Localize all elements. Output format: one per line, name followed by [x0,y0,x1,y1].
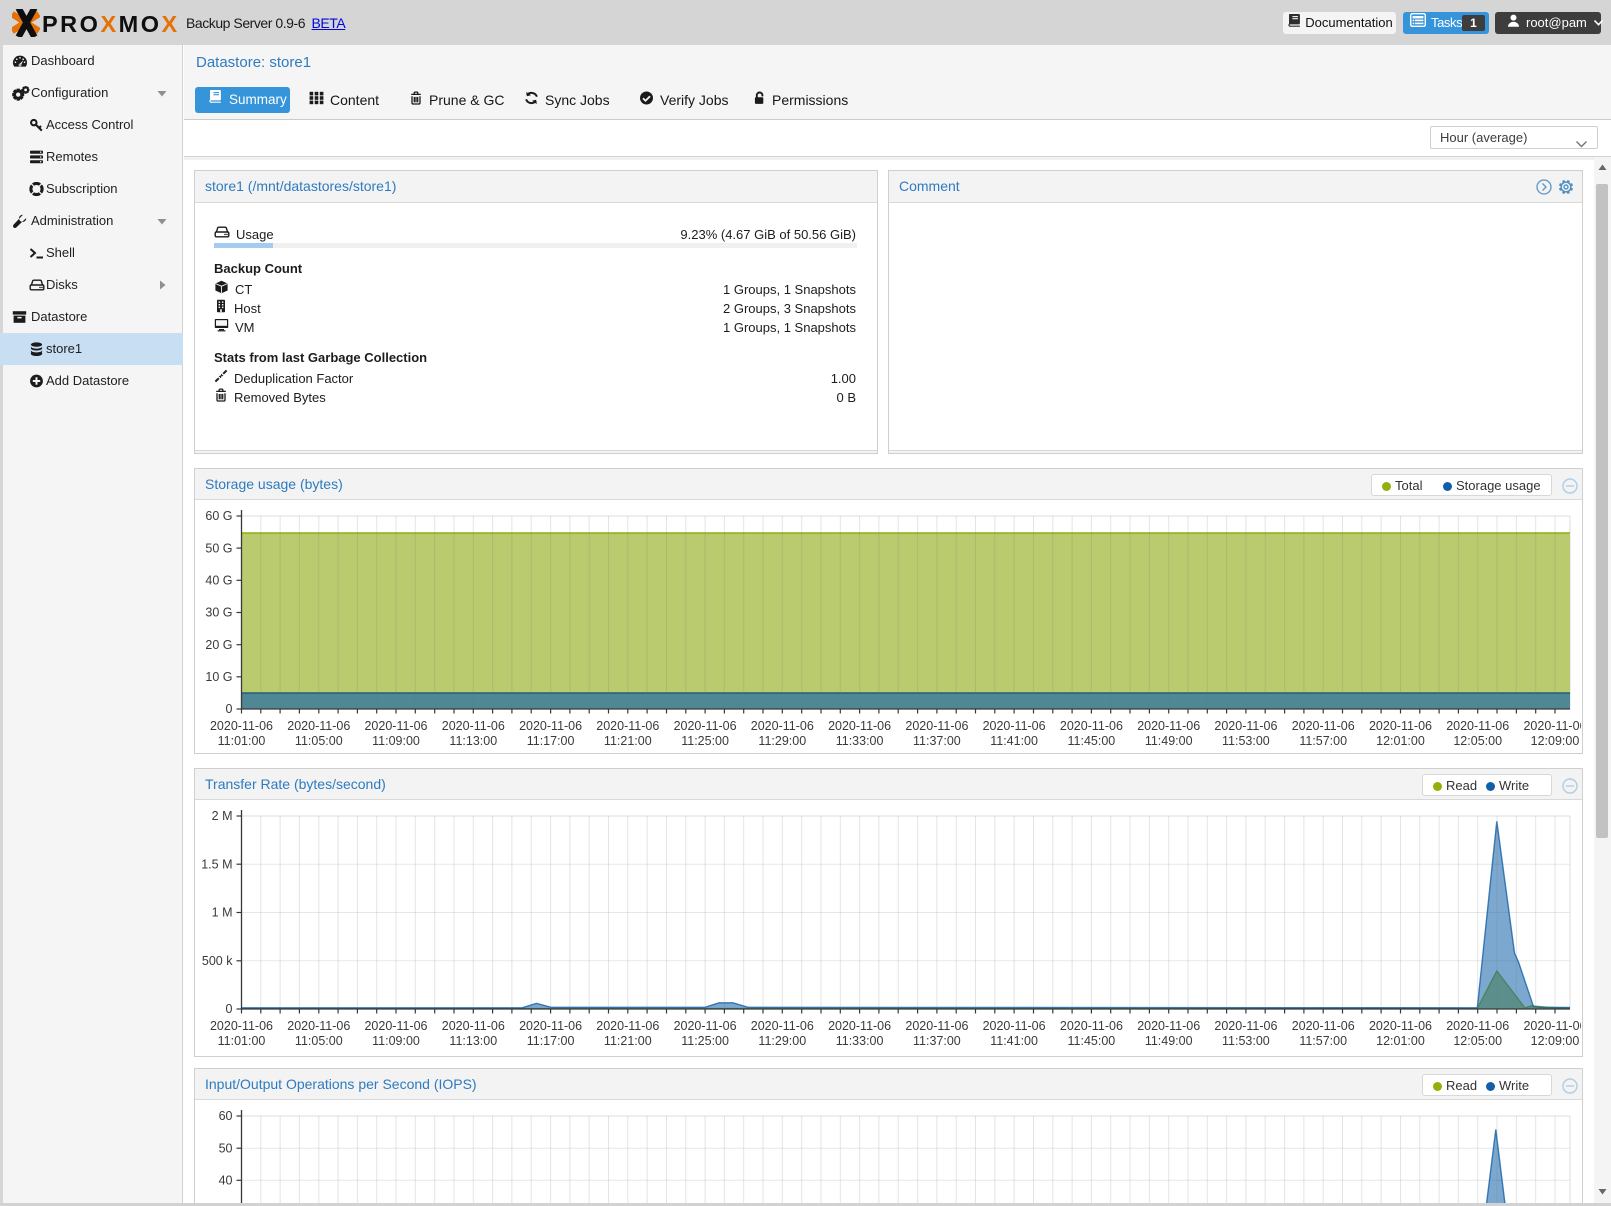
svg-text:500 k: 500 k [202,954,233,968]
svg-text:2020-11-06: 2020-11-06 [1523,1019,1581,1033]
svg-text:11:53:00: 11:53:00 [1222,734,1270,748]
svg-text:12:01:00: 12:01:00 [1376,734,1425,748]
svg-text:12:01:00: 12:01:00 [1376,1034,1425,1048]
svg-text:11:17:00: 11:17:00 [527,734,575,748]
svg-text:2020-11-06: 2020-11-06 [983,1019,1046,1033]
svg-text:11:01:00: 11:01:00 [218,734,266,748]
svg-text:2020-11-06: 2020-11-06 [1292,1019,1355,1033]
svg-text:11:01:00: 11:01:00 [218,1034,266,1048]
svg-text:11:25:00: 11:25:00 [681,1034,729,1048]
svg-text:11:29:00: 11:29:00 [758,734,806,748]
svg-text:0: 0 [226,702,233,716]
svg-text:11:37:00: 11:37:00 [913,734,961,748]
svg-text:50: 50 [219,1141,233,1155]
svg-text:11:21:00: 11:21:00 [604,734,652,748]
svg-text:2020-11-06: 2020-11-06 [1214,719,1277,733]
svg-text:2020-11-06: 2020-11-06 [1292,719,1355,733]
svg-text:11:41:00: 11:41:00 [990,1034,1038,1048]
svg-text:2020-11-06: 2020-11-06 [905,719,968,733]
svg-text:2020-11-06: 2020-11-06 [751,719,814,733]
svg-text:2020-11-06: 2020-11-06 [1369,719,1432,733]
svg-text:60 G: 60 G [205,509,232,523]
svg-text:2020-11-06: 2020-11-06 [1137,719,1200,733]
svg-text:2020-11-06: 2020-11-06 [1523,719,1581,733]
svg-text:11:53:00: 11:53:00 [1222,1034,1270,1048]
svg-text:12:05:00: 12:05:00 [1453,734,1502,748]
svg-text:11:17:00: 11:17:00 [527,1034,575,1048]
svg-text:2020-11-06: 2020-11-06 [905,1019,968,1033]
svg-text:2 M: 2 M [212,809,233,823]
svg-text:10 G: 10 G [205,670,232,684]
svg-text:2020-11-06: 2020-11-06 [210,719,273,733]
svg-text:2020-11-06: 2020-11-06 [674,1019,737,1033]
svg-text:2020-11-06: 2020-11-06 [364,1019,427,1033]
svg-text:2020-11-06: 2020-11-06 [442,719,505,733]
svg-text:2020-11-06: 2020-11-06 [1060,719,1123,733]
svg-text:2020-11-06: 2020-11-06 [1060,1019,1123,1033]
svg-text:12:09:00: 12:09:00 [1531,1034,1580,1048]
svg-text:11:37:00: 11:37:00 [913,1034,961,1048]
svg-text:0: 0 [226,1002,233,1016]
svg-text:12:09:00: 12:09:00 [1531,734,1580,748]
svg-text:2020-11-06: 2020-11-06 [442,1019,505,1033]
svg-text:11:09:00: 11:09:00 [372,1034,420,1048]
svg-text:11:13:00: 11:13:00 [449,734,497,748]
svg-text:2020-11-06: 2020-11-06 [1137,1019,1200,1033]
svg-text:2020-11-06: 2020-11-06 [364,719,427,733]
svg-text:2020-11-06: 2020-11-06 [210,1019,273,1033]
svg-text:1.5 M: 1.5 M [201,858,232,872]
svg-text:2020-11-06: 2020-11-06 [1369,1019,1432,1033]
svg-text:11:29:00: 11:29:00 [758,1034,806,1048]
svg-text:11:45:00: 11:45:00 [1068,734,1116,748]
svg-text:2020-11-06: 2020-11-06 [828,1019,891,1033]
svg-text:11:41:00: 11:41:00 [990,734,1038,748]
svg-text:11:57:00: 11:57:00 [1299,1034,1347,1048]
svg-text:2020-11-06: 2020-11-06 [596,719,659,733]
svg-text:60: 60 [219,1109,233,1123]
svg-text:40 G: 40 G [205,574,232,588]
svg-text:2020-11-06: 2020-11-06 [751,1019,814,1033]
svg-text:11:25:00: 11:25:00 [681,734,729,748]
svg-text:2020-11-06: 2020-11-06 [983,719,1046,733]
svg-text:11:05:00: 11:05:00 [295,1034,343,1048]
svg-text:2020-11-06: 2020-11-06 [287,719,350,733]
svg-text:2020-11-06: 2020-11-06 [674,719,737,733]
svg-text:11:45:00: 11:45:00 [1068,1034,1116,1048]
svg-text:11:49:00: 11:49:00 [1145,734,1193,748]
svg-text:40: 40 [219,1174,233,1188]
svg-text:11:49:00: 11:49:00 [1145,1034,1193,1048]
svg-text:50 G: 50 G [205,541,232,555]
svg-text:11:05:00: 11:05:00 [295,734,343,748]
svg-text:30 G: 30 G [205,606,232,620]
svg-text:2020-11-06: 2020-11-06 [596,1019,659,1033]
svg-text:1 M: 1 M [212,906,233,920]
svg-text:2020-11-06: 2020-11-06 [519,1019,582,1033]
svg-text:11:21:00: 11:21:00 [604,1034,652,1048]
svg-text:11:33:00: 11:33:00 [836,1034,884,1048]
svg-text:12:05:00: 12:05:00 [1453,1034,1502,1048]
svg-text:2020-11-06: 2020-11-06 [519,719,582,733]
svg-text:2020-11-06: 2020-11-06 [287,1019,350,1033]
svg-text:11:09:00: 11:09:00 [372,734,420,748]
svg-text:11:33:00: 11:33:00 [836,734,884,748]
svg-text:11:57:00: 11:57:00 [1299,734,1347,748]
svg-text:2020-11-06: 2020-11-06 [828,719,891,733]
svg-text:2020-11-06: 2020-11-06 [1214,1019,1277,1033]
svg-text:11:13:00: 11:13:00 [449,1034,497,1048]
svg-text:2020-11-06: 2020-11-06 [1446,1019,1509,1033]
svg-text:20 G: 20 G [205,638,232,652]
svg-text:2020-11-06: 2020-11-06 [1446,719,1509,733]
